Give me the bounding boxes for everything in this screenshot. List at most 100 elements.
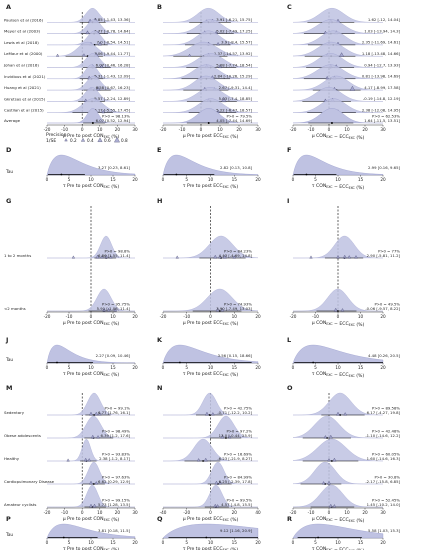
probability-label: P>0 = 42.48%: [372, 429, 400, 434]
legend-triangle: [97, 137, 103, 142]
x-tick-label: 20: [255, 314, 261, 319]
panel-p: P 0 5 10 15 20 τ Pre to post CONEXC (%) 3.81 [0…: [5, 515, 138, 550]
study-point: [354, 255, 358, 259]
posterior-density: [163, 8, 258, 23]
posterior-density: [292, 41, 384, 57]
panel-label: R: [287, 515, 292, 523]
estimate-label: -0.19 [-14.8, 12.19]: [363, 96, 401, 101]
estimate-label: 4.43 [-4.69, 14.8]: [219, 253, 253, 258]
x-tick-label: 30: [380, 510, 386, 515]
tau-density: [162, 523, 259, 539]
estimate-label: 1.37 [-14.57, 13.92]: [214, 51, 253, 56]
tau-estimate-label: 9.12 [1.16, 20.9]: [220, 528, 252, 533]
x-tick-label: -20: [183, 510, 190, 515]
estimate-label: 5.57 [-2.24, 12.89]: [94, 96, 130, 101]
study-point: [71, 255, 75, 259]
panel-label: J: [5, 336, 8, 344]
x-tick-label: 10: [232, 314, 238, 319]
study-point: [211, 412, 215, 416]
estimate-label: 5.73 [1.28, 13.5]: [98, 502, 130, 507]
estimate-label: -1.10 [-14.6, 12.2]: [365, 433, 400, 438]
posterior-density: [292, 75, 384, 91]
row-label: Healthy: [4, 456, 20, 461]
panel-label: L: [287, 336, 291, 344]
x-tick-label: -40: [160, 510, 167, 515]
study-point: [94, 411, 99, 416]
estimate-label: 4.17 [-8.99, 17.58]: [364, 85, 400, 90]
x-axis-label: μ CONEXC − ECCEXC (%): [312, 320, 365, 328]
tau-estimate-label: 2.27 [0.09, 10.46]: [96, 353, 131, 358]
legend-subtitle: 1/SE: [46, 138, 56, 144]
study-point: [83, 457, 88, 462]
study-point: [333, 307, 338, 312]
probability-label: P>0 = 16.69%: [224, 452, 252, 457]
posterior-density: [163, 484, 258, 508]
x-tick-label: 20: [115, 510, 121, 515]
study-point: [216, 42, 220, 46]
x-tick-label: 10: [344, 127, 350, 132]
x-tick-label: 10: [335, 540, 341, 545]
x-tick-label: 0: [337, 314, 340, 319]
posterior-density: [47, 288, 135, 312]
estimate-label: 6.77 [-0.78, 14.64]: [94, 28, 130, 33]
x-tick-label: -20: [44, 510, 51, 515]
probability-label: P>0 = 89.58%: [372, 406, 400, 411]
x-axis-label: μ Pre to post ECCEXC (%): [183, 133, 239, 140]
posterior-density: [47, 461, 135, 485]
study-point: [321, 481, 326, 485]
posterior-density: [47, 41, 135, 57]
x-tick-label: 0: [46, 365, 49, 370]
x-tick-label: 20: [232, 510, 238, 515]
posterior-density: [292, 415, 384, 439]
row-label: Huang et al (2021): [4, 85, 41, 90]
x-axis-label: μ Pre to post ECCEXC (%): [183, 516, 239, 523]
probability-label: P>0 = 93.83%: [102, 452, 130, 457]
estimate-label: 6.39 [1.2, 17.6]: [100, 433, 130, 438]
posterior-density: [292, 19, 384, 34]
tau-estimate: [60, 173, 63, 176]
x-tick-label: 15: [358, 540, 364, 545]
legend-triangle: [114, 137, 120, 143]
x-tick-label: 0: [46, 177, 49, 182]
x-tick-label: 10: [97, 127, 103, 132]
panel-e: E 0 5 10 15 20 τ Pre to post ECCEXC (%) 2.82 [0…: [157, 146, 261, 190]
posterior-density: [163, 438, 258, 462]
posterior-density: [292, 461, 384, 485]
panel-b: B -20 -10 0 10 20 30 μ Pre to post ECCEXC (%) 3.…: [157, 3, 261, 140]
x-tick-label: 10: [344, 510, 350, 515]
x-tick-label: 20: [362, 127, 368, 132]
tau-row-label: Tau: [5, 169, 13, 174]
panel-label: C: [287, 3, 292, 11]
study-point: [97, 41, 102, 46]
panel-q: Q 0 5 10 15 20 τ Pre to post ECCEXC (%) 9.12 [1…: [157, 515, 261, 550]
estimate-label: 2.38 [-12.08, 14.95]: [362, 108, 401, 113]
x-tick-label: 20: [255, 177, 261, 182]
tau-estimate: [175, 173, 178, 176]
x-axis-label: τ Pre to post ECCEXC (%): [183, 371, 239, 378]
estimate-label: 5.08 [-7.74, 18.54]: [216, 62, 252, 67]
x-tick-label: -10: [61, 510, 68, 515]
study-point: [82, 53, 86, 57]
x-tick-label: -20: [160, 127, 167, 132]
row-label: Sedentary: [4, 410, 25, 415]
study-point: [218, 481, 222, 485]
estimate-label: 2.38 [-1.2, 8.17]: [99, 456, 130, 461]
point-estimate: [225, 437, 227, 439]
tau-density: [46, 154, 136, 176]
x-tick-label: 5: [314, 177, 317, 182]
study-point: [196, 458, 201, 462]
row-label: LeMaur et al (2000): [4, 51, 43, 56]
study-point: [85, 30, 90, 35]
row-label: Invidious et al (2021): [4, 74, 46, 79]
estimate-label: 2.84 [-10.26, 15.29]: [214, 74, 253, 79]
panel-n: N -40 -20 0 20 40 μ Pre to post ECCEXC (%) P>0 …: [157, 384, 261, 523]
posterior-density: [162, 87, 259, 102]
row-label: Cardiopulmonary Disease: [4, 479, 55, 484]
posterior-density: [162, 53, 259, 68]
posterior-density: [163, 461, 258, 485]
estimate-label: 6.07 [0.46, 16.28]: [96, 62, 131, 67]
study-point: [88, 411, 94, 416]
estimate-label: 2.90 [-5.81, 11.2]: [367, 253, 401, 258]
panel-m: M -20 -10 0 10 20 30 μ Pre to post CONEXC (%) Se…: [4, 384, 138, 523]
tau-density: [292, 523, 384, 539]
